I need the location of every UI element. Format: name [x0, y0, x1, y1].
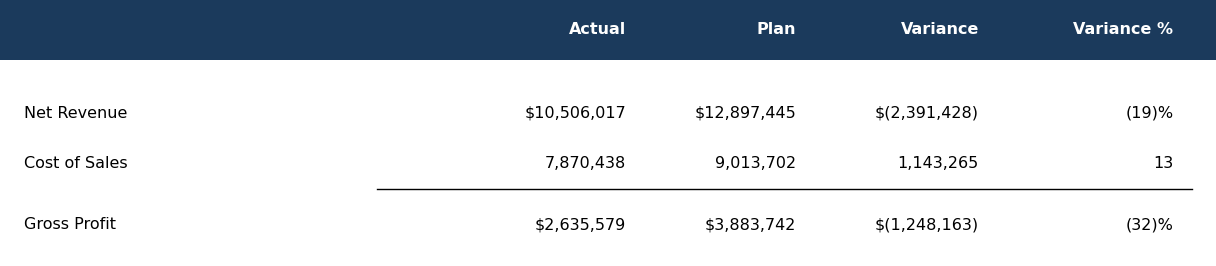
Text: $(1,248,163): $(1,248,163)	[874, 217, 979, 232]
Text: Plan: Plan	[758, 23, 796, 38]
Text: $3,883,742: $3,883,742	[705, 217, 796, 232]
Text: Variance %: Variance %	[1074, 23, 1173, 38]
Text: Net Revenue: Net Revenue	[24, 106, 128, 120]
Text: (19)%: (19)%	[1125, 106, 1173, 120]
Text: Actual: Actual	[569, 23, 626, 38]
Text: Cost of Sales: Cost of Sales	[24, 156, 128, 171]
Text: $12,897,445: $12,897,445	[694, 106, 796, 120]
Text: Gross Profit: Gross Profit	[24, 217, 117, 232]
Text: (32)%: (32)%	[1126, 217, 1173, 232]
Text: $2,635,579: $2,635,579	[535, 217, 626, 232]
Text: $10,506,017: $10,506,017	[524, 106, 626, 120]
Text: $(2,391,428): $(2,391,428)	[874, 106, 979, 120]
Text: Variance: Variance	[901, 23, 979, 38]
Text: 1,143,265: 1,143,265	[897, 156, 979, 171]
Text: 9,013,702: 9,013,702	[715, 156, 796, 171]
Text: 13: 13	[1153, 156, 1173, 171]
Bar	[0, 0, 1216, 60]
Text: 7,870,438: 7,870,438	[545, 156, 626, 171]
